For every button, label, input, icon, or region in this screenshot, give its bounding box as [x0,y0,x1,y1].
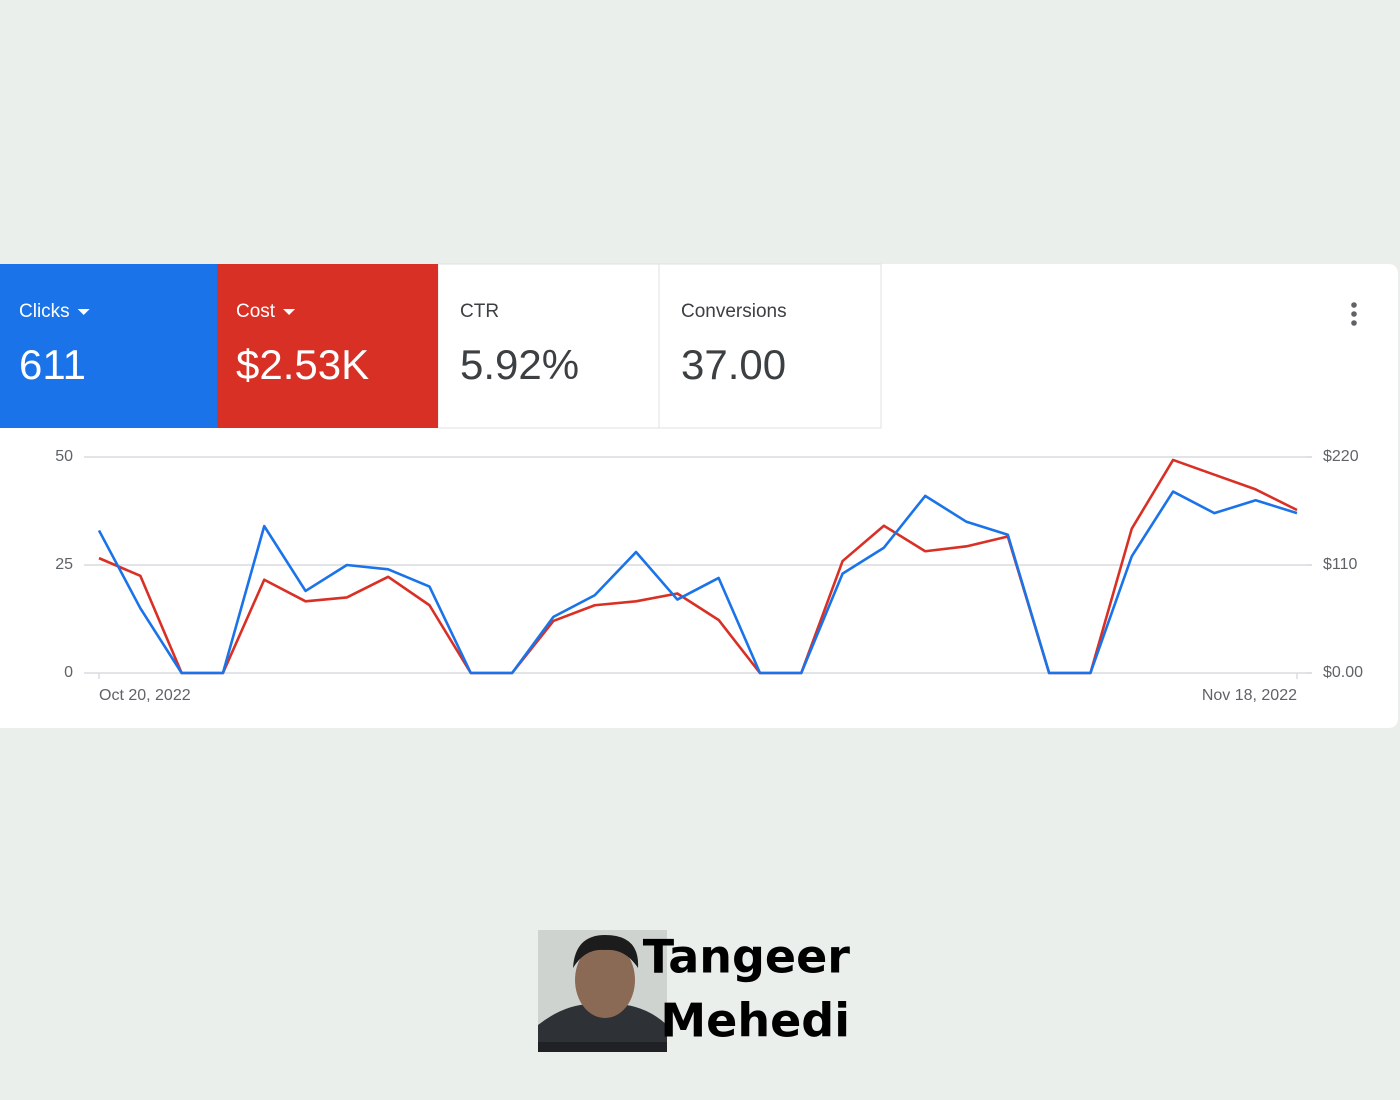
tile-value: 37.00 [681,341,786,388]
y2-tick-label: $0.00 [1323,664,1363,681]
name-line: Tangeer [643,930,851,984]
tile-label: CTR [460,301,499,322]
y-tick-label: 0 [64,664,73,681]
series-line [98,458,1298,675]
conversions-tile [658,263,882,429]
x-tick-label: Nov 18, 2022 [1202,687,1297,704]
tile-bg [217,264,438,428]
y2-tick-label: $110 [1323,556,1358,573]
photo-face [575,942,635,1018]
y-tick-label: 25 [55,556,73,573]
metric-tile[interactable]: Cost $2.53K [217,264,438,428]
tile-label: Cost [236,301,276,322]
dot [1351,311,1357,317]
x-tick-label: Oct 20, 2022 [99,687,191,704]
dot [1351,302,1357,308]
photo-hair [573,935,639,968]
dropdown-arrow [77,309,90,315]
metric-tile[interactable]: Clicks 611 [0,264,217,428]
photo-bar [538,1042,667,1052]
tile-value: 611 [19,341,86,388]
photo-body [538,1004,667,1052]
tile-value: 5.92% [460,341,579,388]
y-tick-label: 50 [55,448,73,465]
dropdown-arrow [283,309,296,315]
more-menu[interactable] [1351,302,1357,326]
name-line: Mehedi [660,994,850,1048]
series-line [97,490,1298,675]
tile-label: Clicks [19,301,70,322]
tile-bg [0,264,217,428]
dot [1351,320,1357,326]
tile-label: Conversions [681,301,787,322]
tile-value: $2.53K [236,341,369,388]
photo [538,930,667,1052]
y2-tick-label: $220 [1323,448,1359,465]
